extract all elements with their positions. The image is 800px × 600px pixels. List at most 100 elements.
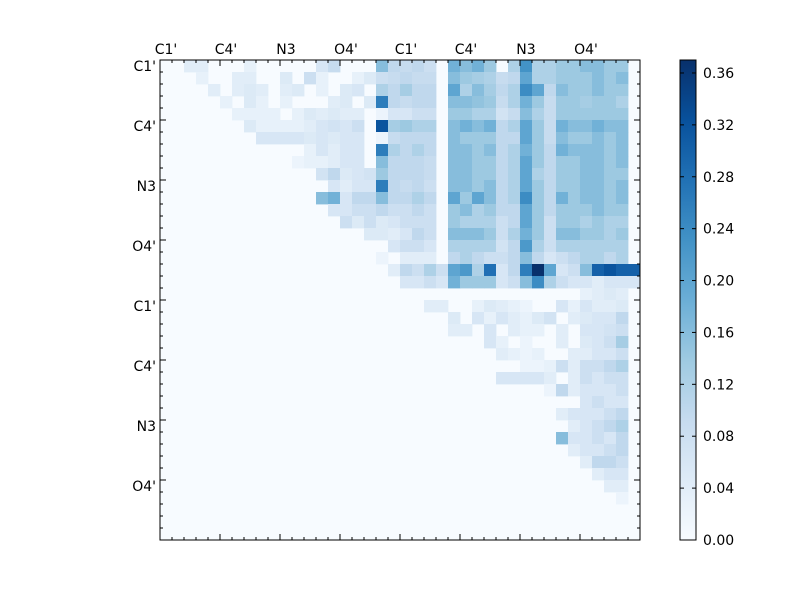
heatmap-cell: [412, 156, 425, 169]
heatmap-cell: [316, 156, 329, 169]
heatmap-cell: [508, 180, 521, 193]
heatmap-cell: [388, 84, 401, 97]
heatmap-cell: [556, 180, 569, 193]
heatmap-cell: [400, 216, 413, 229]
heatmap-cell: [580, 372, 593, 385]
heatmap-cell: [484, 252, 497, 265]
heatmap-cell: [556, 252, 569, 265]
heatmap-cell: [532, 120, 545, 133]
heatmap-cell: [340, 168, 353, 181]
heatmap-cell: [616, 432, 629, 445]
heatmap-cell: [448, 108, 461, 121]
heatmap-cell: [520, 108, 533, 121]
heatmap-cell: [460, 204, 473, 217]
heatmap-cell: [460, 156, 473, 169]
heatmap-cell: [544, 156, 557, 169]
heatmap-cell: [556, 72, 569, 85]
heatmap-cell: [256, 96, 269, 109]
heatmap-cell: [340, 96, 353, 109]
heatmap-cell: [340, 216, 353, 229]
heatmap-cell: [580, 312, 593, 325]
heatmap-cell: [244, 60, 257, 73]
heatmap-cell: [604, 252, 617, 265]
heatmap-cell: [508, 240, 521, 253]
heatmap-cell: [448, 216, 461, 229]
x-tick-label: C1': [395, 42, 418, 58]
heatmap-cell: [616, 216, 629, 229]
heatmap-cell: [352, 168, 365, 181]
colorbar-tick-label: 0.36: [703, 66, 734, 82]
heatmap-cell: [568, 384, 581, 397]
heatmap-cell: [520, 240, 533, 253]
heatmap-cell: [592, 396, 605, 409]
heatmap-cell: [556, 264, 569, 277]
heatmap-cell: [184, 60, 197, 73]
x-tick-label: N3: [276, 42, 295, 58]
heatmap-cell: [448, 324, 461, 337]
heatmap-cell: [604, 120, 617, 133]
heatmap-cell: [592, 276, 605, 289]
heatmap-cell: [448, 240, 461, 253]
y-tick-label: N3: [137, 179, 156, 195]
heatmap-cell: [568, 60, 581, 73]
heatmap-cell: [532, 252, 545, 265]
heatmap-cell: [580, 60, 593, 73]
heatmap-cell: [616, 336, 629, 349]
heatmap-cell: [616, 180, 629, 193]
heatmap-cell: [196, 60, 209, 73]
heatmap-cell: [448, 204, 461, 217]
heatmap-cell: [364, 96, 377, 109]
heatmap-cell: [472, 300, 485, 313]
heatmap-cell: [496, 84, 509, 97]
x-tick-labels: C1' C4' N3 O4' C1' C4' N3 O4': [155, 42, 598, 58]
heatmap-cell: [388, 180, 401, 193]
heatmap-cell: [436, 276, 449, 289]
heatmap-cell: [340, 180, 353, 193]
y-tick-labels: C1' C4' N3 O4' C1' C4' N3 O4': [132, 59, 156, 495]
heatmap-cell: [508, 228, 521, 241]
heatmap-cell: [532, 264, 545, 277]
heatmap-cell: [364, 228, 377, 241]
heatmap-cell: [532, 372, 545, 385]
heatmap-cell: [604, 168, 617, 181]
heatmap-cell: [388, 192, 401, 205]
heatmap-cell: [472, 84, 485, 97]
heatmap-cell: [556, 360, 569, 373]
heatmap-cell: [496, 336, 509, 349]
heatmap-cell: [568, 192, 581, 205]
heatmap-cell: [472, 216, 485, 229]
heatmap-cell: [580, 72, 593, 85]
heatmap-cell: [628, 276, 641, 289]
heatmap-cell: [316, 120, 329, 133]
heatmap-cell: [544, 216, 557, 229]
heatmap-cell: [412, 168, 425, 181]
colorbar-tick-label: 0.16: [703, 325, 734, 341]
heatmap-cell: [544, 84, 557, 97]
heatmap-cell: [520, 276, 533, 289]
heatmap-cell: [364, 216, 377, 229]
heatmap-cell: [592, 372, 605, 385]
heatmap-cell: [508, 120, 521, 133]
heatmap-cell: [388, 204, 401, 217]
heatmap-cell: [508, 264, 521, 277]
heatmap-cell: [568, 228, 581, 241]
heatmap-cell: [400, 228, 413, 241]
heatmap-cell: [412, 60, 425, 73]
heatmap-cell: [520, 336, 533, 349]
heatmap-cell: [388, 264, 401, 277]
heatmap-cell: [448, 180, 461, 193]
heatmap-cell: [568, 132, 581, 145]
heatmap-cell: [364, 168, 377, 181]
heatmap-cell: [508, 348, 521, 361]
heatmap-cell: [580, 216, 593, 229]
heatmap-cell: [580, 228, 593, 241]
heatmap-cell: [520, 72, 533, 85]
heatmap-cell: [340, 144, 353, 157]
heatmap-cell: [628, 264, 641, 277]
heatmap-cell: [292, 108, 305, 121]
x-tick-label: C4': [215, 42, 238, 58]
heatmap-cell: [532, 192, 545, 205]
heatmap-cell: [496, 192, 509, 205]
heatmap-cell: [352, 180, 365, 193]
